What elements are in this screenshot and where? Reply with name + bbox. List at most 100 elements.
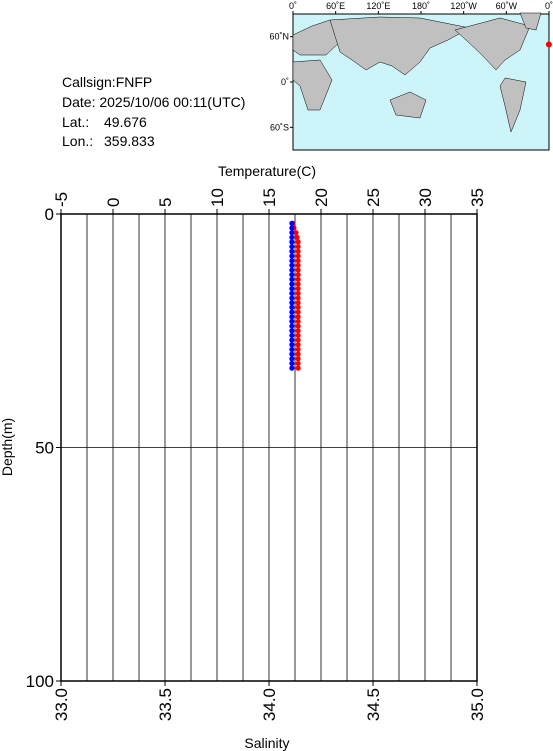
profile-point [289,295,295,301]
lon-value: 359.833 [104,133,155,149]
profile-point [295,262,301,268]
profile-point [289,342,295,348]
plot-frame [60,213,478,682]
top-axis-title: Temperature(C) [218,163,316,179]
profile-point [295,342,301,348]
profile-point [295,239,301,245]
profile-point [289,286,295,292]
profile-point [295,314,301,320]
profile-point [289,304,295,310]
map-y-tick-label: 60˚S [270,122,289,132]
map-x-tick-label: 0˚ [289,1,297,11]
profile-point [289,281,295,287]
profile-point [295,253,301,259]
profile-point [289,225,295,231]
top-tick-label: 0 [104,198,123,207]
profile-point [295,351,301,357]
profile-point [289,314,295,320]
map-x-tick-label: 0˚ [545,1,553,11]
profile-point [289,323,295,329]
profile-point [295,300,301,306]
profile-point [295,258,301,264]
map-y-tick-label: 60˚N [269,32,289,42]
date: Date: 2025/10/06 00:11(UTC) [62,94,245,110]
profile-point [289,244,295,250]
profile-point [295,346,301,353]
world-map [292,12,550,151]
profile-point [295,318,301,325]
profile-point [289,262,295,268]
y-tick-label: 50 [35,439,54,458]
profile-point [295,323,301,329]
top-tick-label: 20 [312,188,331,207]
profile-point [295,272,301,278]
profile-point [289,332,295,339]
lat-label: Lat.: [62,114,89,130]
bottom-tick-label: 33.0 [52,688,71,721]
top-tick-label: 35 [468,188,487,207]
profile-point [295,248,301,254]
top-tick-label: 15 [260,188,279,207]
profile-point [289,309,295,315]
map-x-tick-label: 60˚W [496,1,518,11]
profile-point [289,365,295,371]
profile-point [289,239,295,245]
y-tick-label: 100 [26,672,54,691]
profile-point [289,220,295,226]
profile-point [289,258,295,264]
profile-point [294,234,300,240]
profile-point [289,253,295,259]
map-x-tick-label: 120˚E [366,1,390,11]
map-x-tick-label: 180˚ [412,1,430,11]
continents [292,12,542,133]
profile-point [295,295,301,301]
profile-point [295,365,301,371]
lon-label: Lon.: [62,133,93,149]
station-marker [545,41,552,48]
profile-point [295,267,301,273]
profile-point [289,300,295,306]
top-tick-label: -5 [52,192,71,207]
top-tick-label: 25 [364,188,383,207]
map-x-tick-label: 60˚E [326,1,345,11]
profile-point [295,304,301,310]
y-axis-title: Depth(m) [0,418,15,476]
y-tick-label: 0 [45,205,54,224]
top-tick-label: 5 [156,198,175,207]
profile-point [289,276,295,282]
lat-value: 49.676 [104,114,147,130]
bottom-axis-title: Salinity [244,735,289,751]
top-tick-label: 30 [416,188,435,207]
map-x-tick-label: 120˚W [450,1,477,11]
profile-point [289,248,295,254]
profile-point [295,244,301,250]
profile-point [289,328,295,334]
profile-point [295,360,301,367]
profile-point [289,290,295,296]
profile-point [295,356,301,362]
profile-point [295,328,301,334]
bottom-tick-label: 35.0 [468,688,487,721]
profile-point [289,234,295,240]
profile-point [295,332,301,339]
profile-point [289,346,295,353]
top-tick-label: 10 [208,188,227,207]
profile-point [289,360,295,367]
profile-point [289,267,295,273]
map-y-tick-label: 0˚ [281,77,289,87]
profile-point [293,230,299,236]
profile-point [295,290,301,296]
profile-point [295,337,301,343]
profile-point [289,337,295,343]
profile-point [295,309,301,315]
profile-point [289,230,295,236]
profile-point [295,286,301,292]
profile-point [295,276,301,282]
bottom-tick-label: 33.5 [156,688,175,721]
profile-point [289,272,295,278]
profile-point [289,356,295,362]
bottom-tick-label: 34.0 [260,688,279,721]
bottom-tick-label: 34.5 [364,688,383,721]
callsign: Callsign:FNFP [62,74,152,90]
